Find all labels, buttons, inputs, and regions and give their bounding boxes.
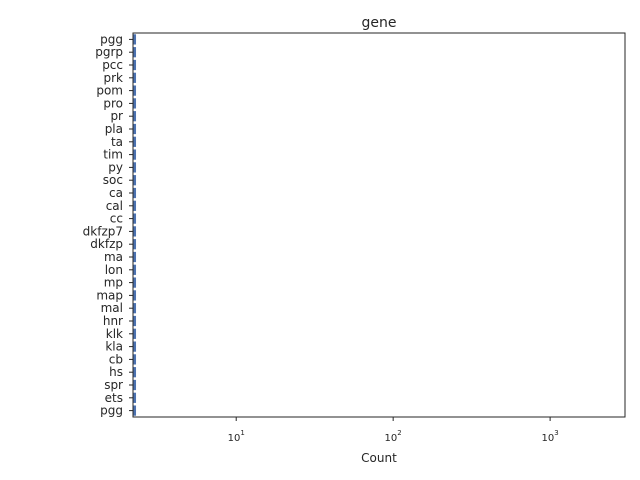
bar: [133, 123, 137, 135]
x-tick-label: 101: [228, 429, 245, 444]
bar: [133, 392, 137, 403]
y-tick-label: ca: [109, 186, 123, 200]
y-tick-label: soc: [103, 173, 123, 187]
y-tick-label: pgrp: [95, 45, 123, 59]
bar: [133, 47, 137, 58]
bar: [133, 162, 137, 173]
y-tick-label: hnr: [103, 314, 123, 328]
x-ticks: 101 102 103: [228, 417, 559, 444]
bar-layer: [133, 34, 137, 416]
y-tick-label: cc: [110, 212, 123, 226]
bar: [133, 354, 137, 365]
y-tick-label: py: [108, 160, 123, 174]
bar: [133, 111, 137, 122]
y-tick-label: kla: [105, 340, 123, 354]
y-tick-label: pcc: [102, 58, 123, 72]
y-tick-label: lon: [105, 263, 123, 277]
chart-title: gene: [362, 15, 397, 31]
y-tick-label: pr: [110, 109, 123, 123]
y-tick-label: pro: [103, 96, 123, 110]
y-tick-label: spr: [104, 378, 123, 392]
x-axis-label: Count: [361, 451, 397, 465]
y-tick-labels: pggetssprhscbklaklkhnrmalmapmplonmadkfzp…: [83, 32, 133, 418]
y-tick-label: map: [96, 288, 123, 302]
y-tick-label: pla: [105, 122, 123, 136]
bar: [133, 59, 137, 71]
y-tick-label: mp: [104, 276, 123, 290]
y-tick-label: prk: [104, 71, 124, 85]
bar: [133, 303, 137, 314]
bar: [133, 290, 137, 301]
bar: [133, 328, 137, 339]
y-tick-label: mal: [101, 301, 123, 315]
bar: [133, 379, 137, 391]
x-tick-label: 103: [542, 429, 559, 444]
bar: [133, 200, 137, 211]
y-tick-label: pom: [96, 84, 123, 98]
bar: [133, 367, 137, 378]
bar: [133, 85, 137, 96]
bar: [133, 239, 137, 250]
y-tick-label: cb: [109, 352, 123, 366]
y-tick-label: ma: [104, 250, 123, 264]
bar: [133, 187, 137, 199]
bar: [133, 264, 137, 275]
bar: [133, 98, 137, 109]
bar: [133, 149, 137, 160]
bar: [133, 405, 137, 416]
y-tick-label: pgg: [100, 404, 123, 418]
bar: [133, 251, 137, 263]
bar: [133, 72, 137, 83]
y-tick-label: cal: [106, 199, 123, 213]
y-tick-label: ets: [105, 391, 123, 405]
y-tick-label: ta: [111, 135, 123, 149]
bar: [133, 34, 137, 45]
plot-frame: [132, 32, 626, 418]
y-tick-label: dkfzp7: [83, 224, 123, 238]
bar: [133, 277, 137, 288]
bar: [133, 213, 137, 224]
bar: [133, 136, 137, 147]
bar: [133, 226, 137, 237]
bar: [133, 341, 137, 352]
y-tick-label: dkfzp: [90, 237, 123, 251]
x-tick-label: 102: [385, 429, 402, 444]
bar: [133, 175, 137, 186]
y-tick-label: pgg: [100, 32, 123, 46]
y-tick-label: hs: [109, 365, 123, 379]
y-tick-label: tim: [103, 148, 123, 162]
bar: [133, 315, 137, 327]
y-tick-label: klk: [106, 327, 123, 341]
